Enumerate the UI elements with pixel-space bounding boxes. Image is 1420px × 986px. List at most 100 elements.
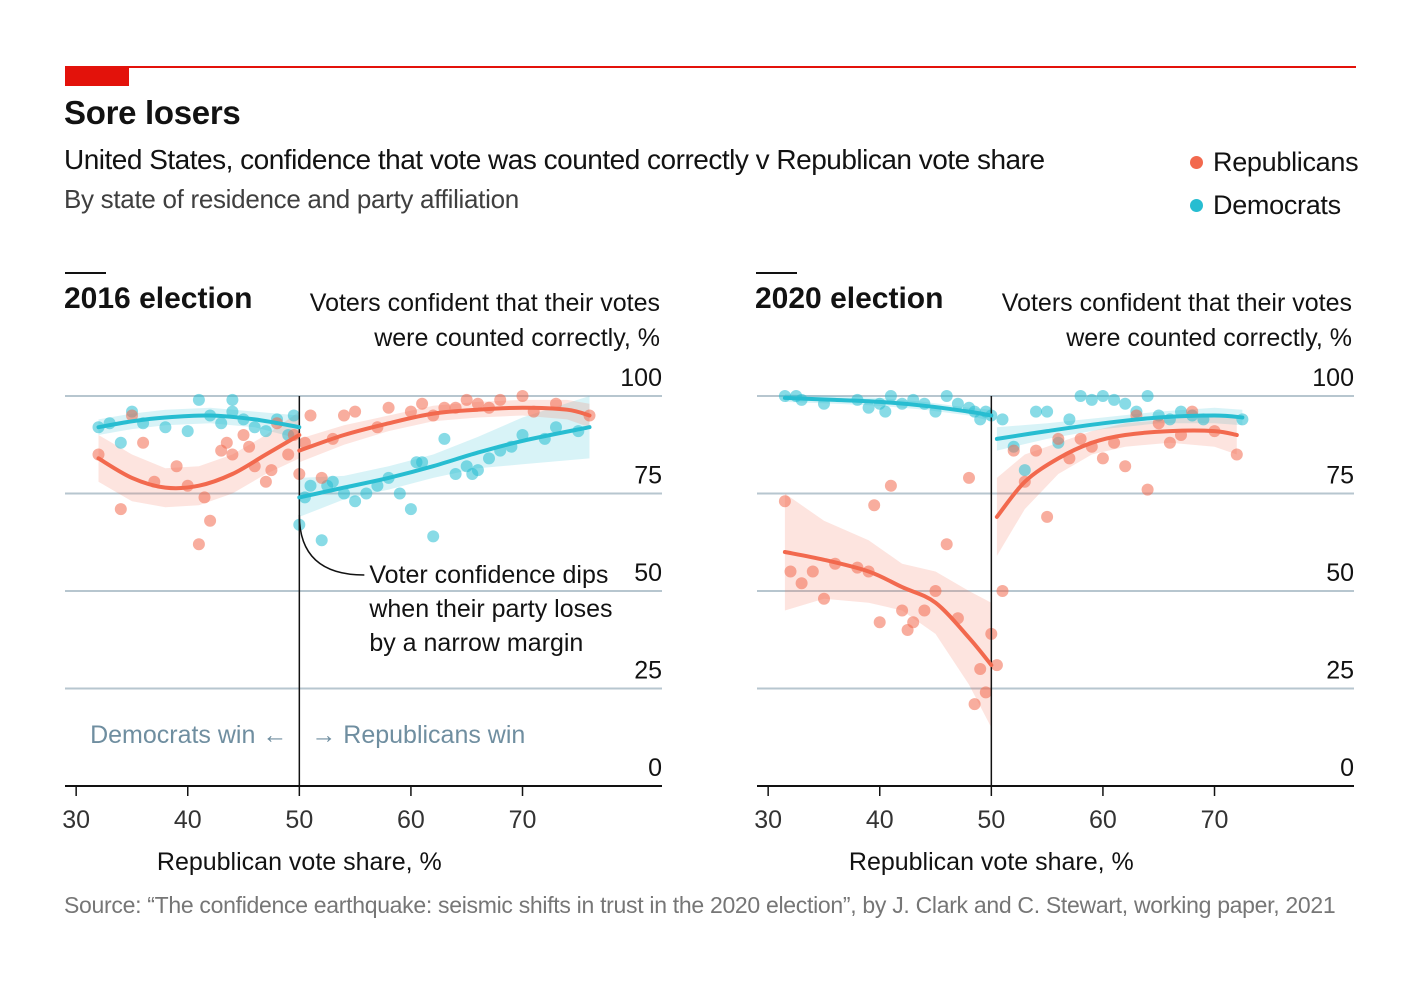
data-point: [778, 495, 791, 508]
x-tick-label: 40: [174, 806, 202, 834]
y-tick-label: 25: [1326, 657, 1354, 685]
data-point: [1230, 448, 1243, 461]
data-point: [243, 440, 256, 453]
data-point: [226, 393, 239, 406]
data-point: [315, 534, 328, 547]
data-point: [416, 397, 429, 410]
data-point: [940, 390, 953, 402]
data-point: [896, 604, 909, 617]
data-point: [304, 409, 317, 422]
data-point: [416, 456, 429, 469]
annotation-text: when their party loses: [368, 595, 612, 623]
data-point: [918, 604, 931, 617]
data-point: [996, 585, 1009, 597]
data-point: [868, 499, 881, 512]
data-point: [460, 393, 473, 406]
chart-panel-1: 2016 election Voters confident that their…: [62, 272, 662, 876]
confidence-band: [299, 399, 590, 463]
legend-label: Republicans: [1213, 147, 1359, 177]
data-point: [1007, 444, 1020, 457]
data-point: [1141, 483, 1154, 496]
data-point: [259, 475, 272, 488]
data-point: [516, 429, 529, 441]
data-point: [181, 425, 194, 438]
data-point: [304, 479, 317, 492]
legend-item-democrats: Democrats: [1190, 190, 1341, 221]
trend-line: [96, 413, 302, 430]
data-point: [114, 436, 127, 449]
data-point: [159, 421, 172, 434]
data-point: [784, 565, 797, 578]
data-point: [1085, 393, 1098, 406]
win-label-right: → Republicans win: [311, 721, 525, 749]
y-tick-label: 0: [648, 754, 662, 782]
data-point: [287, 409, 300, 422]
data-point: [929, 585, 942, 597]
data-point: [338, 487, 350, 500]
data-point: [404, 503, 417, 516]
confidence-band: [996, 407, 1243, 451]
trend-line: [994, 428, 1239, 519]
data-point: [862, 401, 875, 414]
data-point: [192, 538, 205, 551]
confidence-band: [996, 415, 1237, 556]
data-point: [449, 468, 462, 480]
trend-line: [297, 425, 592, 500]
x-tick-label: 70: [509, 806, 537, 834]
trend-line: [994, 413, 1245, 441]
data-point: [990, 659, 1003, 672]
chart-subsubtitle: By state of residence and party affiliat…: [64, 184, 519, 214]
data-point: [1163, 436, 1176, 449]
data-point: [137, 436, 150, 449]
x-tick-label: 60: [1089, 806, 1117, 834]
data-point: [471, 464, 484, 477]
data-point: [483, 452, 495, 465]
brand-tab: [65, 66, 129, 86]
win-label-left: Democrats win ←: [90, 721, 287, 749]
data-point: [1108, 436, 1121, 449]
data-point: [92, 448, 105, 461]
y-tick-label: 75: [634, 462, 662, 490]
data-point: [1063, 413, 1076, 426]
data-point: [974, 663, 987, 675]
data-point: [404, 405, 417, 418]
data-point: [1030, 405, 1042, 418]
y-tick-label: 100: [620, 364, 662, 392]
legend-item-republicans: Republicans: [1190, 147, 1359, 178]
data-point: [1041, 405, 1054, 418]
y-tick-label: 100: [1312, 364, 1354, 392]
x-tick-label: 60: [397, 806, 425, 834]
y-tick-label: 0: [1340, 754, 1354, 782]
data-point: [315, 471, 328, 484]
data-point: [265, 464, 278, 477]
x-tick-label: 70: [1201, 806, 1229, 834]
data-point: [192, 393, 205, 406]
chart-title: Sore losers: [64, 94, 241, 131]
data-point: [126, 409, 138, 422]
confidence-band: [98, 407, 300, 439]
y-axis-label: Voters confident that their votes: [1002, 289, 1352, 317]
confidence-band: [784, 493, 992, 728]
data-point: [806, 565, 819, 578]
y-tick-label: 50: [634, 559, 662, 587]
data-point: [1141, 390, 1154, 402]
annotation-leader: [298, 514, 365, 576]
data-point: [338, 409, 350, 422]
data-point: [1018, 464, 1031, 477]
trend-line: [96, 433, 302, 491]
y-axis-label: Voters confident that their votes: [310, 289, 660, 317]
top-rule: [65, 66, 1356, 68]
data-point: [1052, 432, 1065, 445]
data-point: [220, 436, 233, 449]
democrats-dot-icon: [1190, 199, 1203, 212]
source-note: Source: “The confidence earthquake: seis…: [64, 892, 1336, 918]
chart-subtitle: United States, confidence that vote was …: [64, 144, 1045, 175]
data-point: [968, 698, 981, 711]
y-axis-label: were counted correctly, %: [1065, 324, 1352, 352]
data-point: [884, 479, 897, 492]
data-point: [349, 495, 362, 508]
data-point: [1030, 444, 1042, 457]
data-point: [226, 448, 239, 461]
data-point: [471, 397, 484, 410]
